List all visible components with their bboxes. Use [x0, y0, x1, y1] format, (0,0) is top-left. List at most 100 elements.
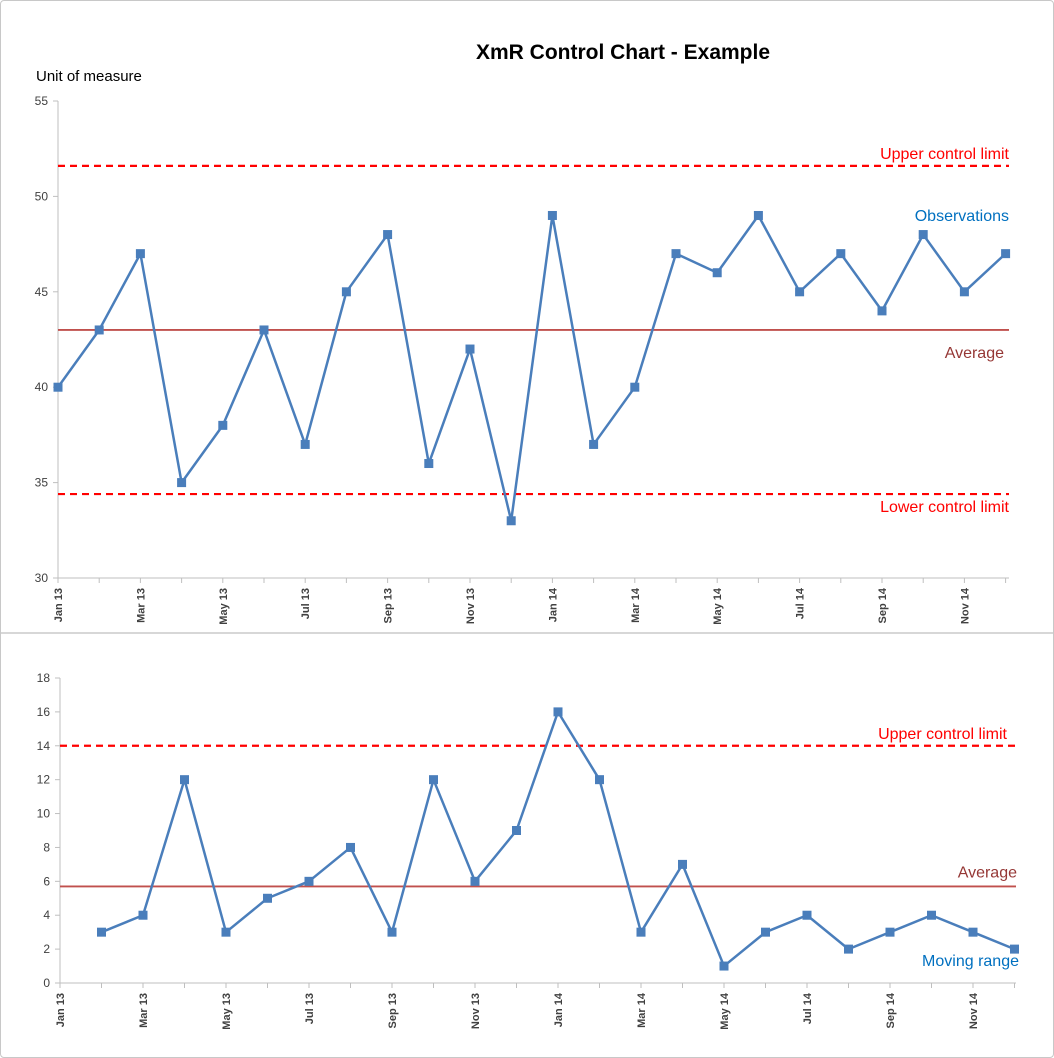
lower-x-tick-label: Sep 14 — [885, 992, 897, 1028]
upper-x-tick-label: Jul 13 — [300, 588, 312, 619]
upper-lower-control-limit-label: Lower control limit — [880, 499, 1009, 516]
lower-data-point — [1010, 944, 1019, 954]
lower-y-tick-label: 18 — [37, 671, 51, 685]
upper-x-tick-label: Mar 13 — [135, 588, 147, 623]
upper-data-point — [918, 230, 928, 240]
lower-x-tick-label: Mar 14 — [636, 992, 648, 1028]
lower-x-tick-label: Jan 13 — [55, 993, 67, 1027]
upper-data-point — [259, 325, 269, 335]
upper-y-tick-label: 55 — [35, 94, 49, 108]
lower-y-tick-label: 10 — [37, 807, 51, 821]
chart-title: XmR Control Chart - Example — [476, 41, 770, 64]
lower-x-tick-label: Jul 13 — [304, 993, 316, 1024]
upper-data-point — [506, 516, 516, 526]
lower-data-point — [97, 927, 106, 937]
upper-x-tick-label: May 14 — [712, 587, 724, 625]
upper-x-tick-label: Mar 14 — [630, 587, 642, 623]
lower-data-point — [636, 927, 646, 937]
lower-data-point — [346, 842, 355, 852]
lower-x-tick-label: Jan 14 — [553, 992, 565, 1027]
upper-data-point — [1001, 249, 1011, 259]
upper-data-point — [53, 382, 63, 392]
lower-average-label: Average — [958, 864, 1017, 881]
lower-data-point — [844, 944, 853, 954]
upper-data-point — [177, 478, 187, 488]
lower-data-point — [719, 961, 729, 971]
lower-series-line — [101, 710, 1015, 968]
lower-x-tick-label: Sep 13 — [387, 993, 399, 1028]
lower-data-point — [802, 910, 812, 920]
lower-data-point — [138, 910, 148, 920]
lower-y-tick-label: 6 — [43, 874, 50, 888]
lower-data-point — [553, 707, 563, 717]
upper-y-tick-label: 50 — [35, 189, 49, 203]
upper-x-tick-label: May 13 — [218, 588, 230, 625]
upper-data-point — [589, 439, 599, 449]
lower-data-point — [470, 876, 480, 886]
upper-upper-control-limit-label: Upper control limit — [880, 146, 1009, 163]
upper-data-point — [383, 230, 393, 240]
upper-x-tick-label: Nov 14 — [959, 587, 971, 624]
lower-data-point — [927, 910, 936, 920]
lower-upper-control-limit-label: Upper control limit — [878, 726, 1007, 743]
lower-data-point — [387, 927, 397, 937]
upper-y-tick-label: 40 — [35, 380, 49, 394]
upper-data-point — [341, 287, 351, 297]
lower-data-point — [429, 775, 438, 785]
upper-data-point — [712, 268, 722, 278]
lower-data-point — [304, 876, 314, 886]
lower-data-point — [263, 893, 272, 903]
upper-data-point — [671, 249, 681, 259]
upper-data-point — [547, 210, 557, 220]
upper-y-tick-label: 35 — [35, 476, 49, 490]
lower-data-point — [678, 859, 687, 869]
lower-data-point — [221, 927, 231, 937]
lower-data-point — [885, 927, 895, 937]
upper-data-point — [218, 420, 228, 430]
lower-x-tick-label: Nov 13 — [470, 993, 482, 1029]
upper-x-tick-label: Sep 13 — [383, 588, 395, 623]
upper-data-point — [959, 287, 969, 297]
upper-x-tick-label: Sep 14 — [877, 587, 889, 623]
lower-series-label: Moving range — [922, 953, 1019, 970]
lower-data-point — [512, 826, 521, 835]
upper-average-label: Average — [945, 345, 1004, 362]
lower-data-point — [180, 775, 189, 785]
lower-y-tick-label: 14 — [37, 739, 51, 753]
upper-y-tick-label: 45 — [35, 285, 49, 299]
upper-data-point — [630, 382, 640, 392]
lower-data-point — [595, 775, 604, 785]
lower-y-tick-label: 4 — [43, 908, 50, 922]
lower-data-point — [761, 927, 770, 937]
lower-x-tick-label: Mar 13 — [138, 993, 150, 1028]
lower-y-tick-label: 0 — [43, 976, 50, 990]
upper-data-point — [753, 210, 763, 220]
lower-x-tick-label: May 14 — [719, 992, 731, 1030]
lower-data-point — [968, 927, 978, 937]
upper-series-line — [56, 214, 1007, 523]
lower-y-tick-label: 12 — [37, 773, 51, 787]
upper-y-tick-label: 30 — [35, 571, 49, 585]
upper-data-point — [877, 306, 887, 316]
lower-x-tick-label: May 13 — [221, 993, 233, 1030]
upper-x-tick-label: Jul 14 — [795, 587, 807, 619]
lower-x-tick-label: Nov 14 — [968, 992, 980, 1029]
lower-y-tick-label: 16 — [37, 705, 51, 719]
lower-y-tick-label: 2 — [43, 942, 50, 956]
lower-y-tick-label: 8 — [43, 840, 50, 854]
upper-data-point — [300, 439, 310, 449]
upper-data-point — [424, 459, 434, 469]
unit-label: Unit of measure — [36, 68, 142, 85]
upper-data-point — [795, 287, 805, 297]
upper-x-tick-label: Jan 13 — [53, 588, 65, 622]
upper-x-tick-label: Nov 13 — [465, 588, 477, 624]
upper-data-point — [94, 325, 104, 335]
upper-data-point — [836, 249, 846, 259]
upper-series-label: Observations — [915, 208, 1009, 225]
lower-x-tick-label: Jul 14 — [802, 992, 814, 1024]
upper-data-point — [465, 344, 475, 354]
upper-x-tick-label: Jan 14 — [547, 587, 559, 622]
upper-data-point — [135, 249, 145, 259]
